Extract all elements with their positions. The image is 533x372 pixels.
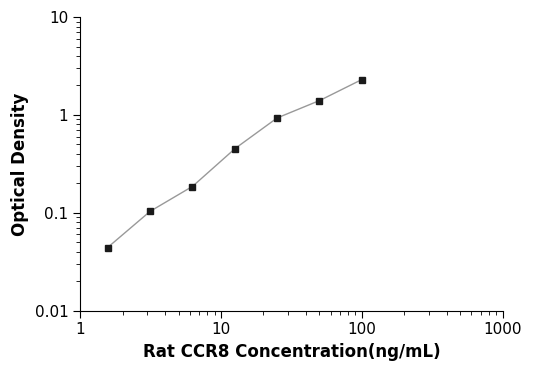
Y-axis label: Optical Density: Optical Density <box>11 92 29 235</box>
X-axis label: Rat CCR8 Concentration(ng/mL): Rat CCR8 Concentration(ng/mL) <box>143 343 440 361</box>
